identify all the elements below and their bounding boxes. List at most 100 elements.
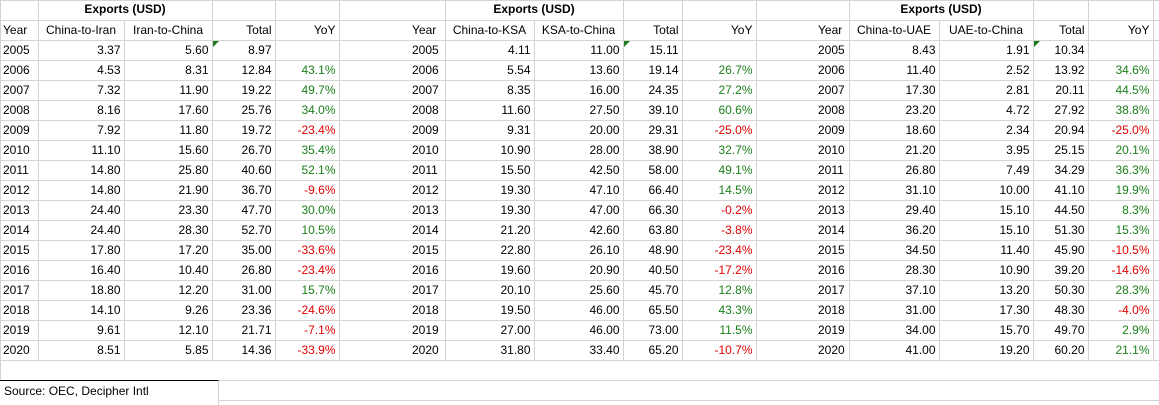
year-cell[interactable]: 2012	[409, 180, 446, 201]
year-cell[interactable]: 2018	[0, 300, 39, 321]
value-cell[interactable]: 31.80	[445, 340, 535, 361]
yoy-cell[interactable]: 44.5%	[1088, 80, 1154, 101]
year-cell[interactable]: 2014	[815, 220, 850, 241]
column-header[interactable]: Total	[1033, 20, 1089, 41]
value-cell[interactable]: 34.50	[849, 240, 940, 261]
empty-cell[interactable]	[275, 0, 340, 21]
yoy-cell[interactable]	[275, 40, 340, 61]
yoy-cell[interactable]: -10.5%	[1088, 240, 1154, 261]
value-cell[interactable]: 49.70	[1033, 320, 1089, 341]
value-cell[interactable]: 18.60	[849, 120, 940, 141]
year-cell[interactable]: 2008	[0, 100, 39, 121]
year-cell[interactable]: 2005	[0, 40, 39, 61]
yoy-cell[interactable]: -3.8%	[682, 220, 757, 241]
value-cell[interactable]: 44.50	[1033, 200, 1089, 221]
value-cell[interactable]: 41.00	[849, 340, 940, 361]
value-cell[interactable]: 14.80	[38, 180, 125, 201]
value-cell[interactable]: 17.20	[124, 240, 213, 261]
value-cell[interactable]: 38.90	[623, 140, 683, 161]
value-cell[interactable]: 17.60	[124, 100, 213, 121]
value-cell[interactable]: 48.90	[623, 240, 683, 261]
value-cell[interactable]: 10.90	[445, 140, 535, 161]
value-cell[interactable]: 35.00	[212, 240, 276, 261]
column-header[interactable]: Total	[623, 20, 683, 41]
year-cell[interactable]: 2012	[0, 180, 39, 201]
column-header[interactable]: Year	[815, 20, 850, 41]
value-cell[interactable]: 2.81	[939, 80, 1034, 101]
yoy-cell[interactable]: -23.4%	[682, 240, 757, 261]
year-cell[interactable]: 2012	[815, 180, 850, 201]
value-cell[interactable]: 47.10	[534, 180, 624, 201]
value-cell[interactable]: 23.30	[124, 200, 213, 221]
yoy-cell[interactable]: -14.6%	[1088, 260, 1154, 281]
value-cell[interactable]: 9.61	[38, 320, 125, 341]
value-cell[interactable]: 65.50	[623, 300, 683, 321]
year-cell[interactable]: 2010	[0, 140, 39, 161]
value-cell[interactable]: 17.30	[849, 80, 940, 101]
yoy-cell[interactable]: -33.9%	[275, 340, 340, 361]
yoy-cell[interactable]: -10.7%	[682, 340, 757, 361]
value-cell[interactable]: 40.60	[212, 160, 276, 181]
year-cell[interactable]: 2010	[409, 140, 446, 161]
column-header[interactable]: Year	[0, 20, 39, 41]
value-cell[interactable]: 48.30	[1033, 300, 1089, 321]
value-cell[interactable]: 8.51	[38, 340, 125, 361]
empty-cell[interactable]	[1033, 0, 1089, 21]
value-cell[interactable]: 8.43	[849, 40, 940, 61]
value-cell[interactable]: 5.60	[124, 40, 213, 61]
value-cell[interactable]: 21.20	[445, 220, 535, 241]
value-cell[interactable]: 3.95	[939, 140, 1034, 161]
column-header[interactable]: China-to-Iran	[38, 20, 125, 41]
value-cell[interactable]: 21.90	[124, 180, 213, 201]
value-cell[interactable]: 20.00	[534, 120, 624, 141]
value-cell[interactable]: 5.85	[124, 340, 213, 361]
value-cell[interactable]: 52.70	[212, 220, 276, 241]
value-cell[interactable]: 33.40	[534, 340, 624, 361]
year-cell[interactable]: 2011	[815, 160, 850, 181]
value-cell[interactable]: 19.22	[212, 80, 276, 101]
value-cell[interactable]: 34.00	[849, 320, 940, 341]
yoy-cell[interactable]: -7.1%	[275, 320, 340, 341]
value-cell[interactable]: 11.60	[445, 100, 535, 121]
year-cell[interactable]: 2009	[0, 120, 39, 141]
yoy-cell[interactable]: 15.7%	[275, 280, 340, 301]
yoy-cell[interactable]: 34.6%	[1088, 60, 1154, 81]
yoy-cell[interactable]: -23.4%	[275, 120, 340, 141]
empty-cell[interactable]	[623, 0, 683, 21]
year-cell[interactable]: 2020	[815, 340, 850, 361]
column-header[interactable]: Year	[409, 20, 446, 41]
value-cell[interactable]: 29.40	[849, 200, 940, 221]
value-cell[interactable]: 66.30	[623, 200, 683, 221]
column-header[interactable]: China-to-UAE	[849, 20, 940, 41]
yoy-cell[interactable]: 14.5%	[682, 180, 757, 201]
yoy-cell[interactable]: 49.1%	[682, 160, 757, 181]
year-cell[interactable]: 2015	[409, 240, 446, 261]
value-cell[interactable]: 50.30	[1033, 280, 1089, 301]
value-cell[interactable]: 8.31	[124, 60, 213, 81]
year-cell[interactable]: 2008	[409, 100, 446, 121]
year-cell[interactable]: 2009	[815, 120, 850, 141]
value-cell[interactable]: 12.10	[124, 320, 213, 341]
year-cell[interactable]: 2006	[815, 60, 850, 81]
value-cell[interactable]: 28.30	[124, 220, 213, 241]
value-cell[interactable]: 25.76	[212, 100, 276, 121]
column-header[interactable]: YoY	[275, 20, 340, 41]
value-cell[interactable]: 2.34	[939, 120, 1034, 141]
yoy-cell[interactable]: 49.7%	[275, 80, 340, 101]
yoy-cell[interactable]: 11.5%	[682, 320, 757, 341]
column-header[interactable]: YoY	[1088, 20, 1154, 41]
value-cell[interactable]: 60.20	[1033, 340, 1089, 361]
yoy-cell[interactable]: -9.6%	[275, 180, 340, 201]
value-cell[interactable]: 26.70	[212, 140, 276, 161]
yoy-cell[interactable]: 30.0%	[275, 200, 340, 221]
yoy-cell[interactable]: 15.3%	[1088, 220, 1154, 241]
value-cell[interactable]: 4.53	[38, 60, 125, 81]
yoy-cell[interactable]: 10.5%	[275, 220, 340, 241]
year-cell[interactable]: 2013	[0, 200, 39, 221]
yoy-cell[interactable]: 19.9%	[1088, 180, 1154, 201]
yoy-cell[interactable]	[1088, 40, 1154, 61]
column-header[interactable]: KSA-to-China	[534, 20, 624, 41]
year-cell[interactable]: 2016	[409, 260, 446, 281]
value-cell[interactable]: 20.11	[1033, 80, 1089, 101]
column-header[interactable]: China-to-KSA	[445, 20, 535, 41]
